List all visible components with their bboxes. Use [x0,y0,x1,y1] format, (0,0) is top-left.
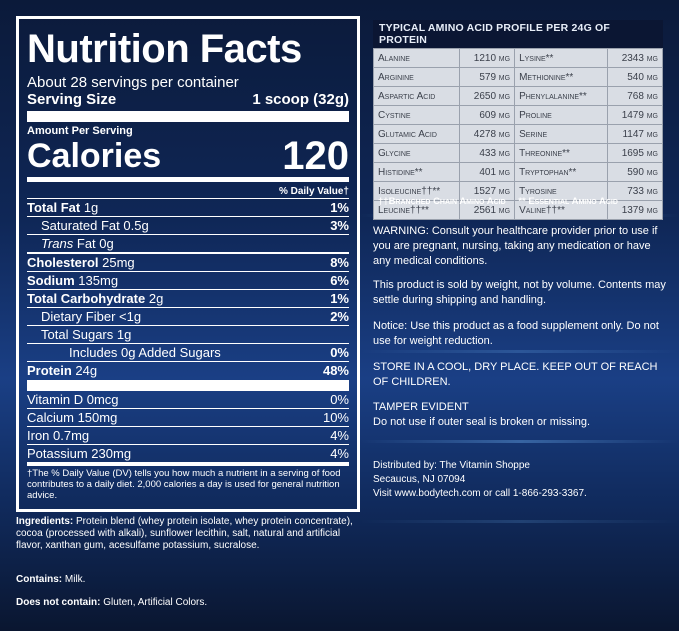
amino-value-cell: 768 mg [607,86,663,106]
amino-name-cell: Serine [514,124,609,144]
sold-by-weight-text: This product is sold by weight, not by v… [373,279,666,306]
amino-name-cell: Arginine [372,67,461,87]
nutrient-row-added-sugars: Includes 0g Added Sugars 0% [27,343,349,361]
nutrient-row-cholesterol: Cholesterol 25mg 8% [27,252,349,271]
amino-value-cell: 1479 mg [607,105,663,125]
serving-size-label: Serving Size [27,91,117,108]
nutrition-title: Nutrition Facts [27,27,302,71]
amino-row: Aspartic Acid 2650 mg Phenylalanine** 768 m… [372,86,663,106]
amino-value-cell: 2343 mg [607,48,663,68]
amino-value-cell: 609 mg [459,105,516,125]
calories-label: Calories [27,137,162,175]
ingredients-text: Protein blend (whey protein isolate, whe… [16,516,353,551]
nutrient-row-dietary-fiber: Dietary Fiber <1g 2% [27,307,349,325]
amino-value-cell: 4278 mg [459,124,516,144]
amino-row: Glutamic Acid 4278 mg Serine 1147 mg [372,124,663,144]
amino-value-cell: 2650 mg [459,86,516,106]
nutrient-row-trans-fat: Trans Fat 0g [27,234,349,252]
ingredients-label: Ingredients: [16,516,74,527]
amino-name-cell: Aspartic Acid [372,86,461,106]
vitamin-row-d: Vitamin D 0mcg 0% [27,392,349,407]
amino-row: Alanine 1210 mg Lysine** 2343 mg [372,48,663,68]
daily-value-header: % Daily Value† [278,186,349,197]
amino-footnote-bcaa: ††Branched Chain Amino Acid [378,196,506,207]
calories-value: 120 [282,134,349,178]
tamper-title: TAMPER EVIDENT [373,401,469,413]
amino-name-cell: Proline [514,105,609,125]
amino-acid-profile: Typical Amino Acid Profile per 24g of Pr… [372,20,663,220]
nutrient-row-protein: Protein 24g 48% [27,361,349,378]
nutrient-row-sodium: Sodium 135mg 6% [27,271,349,288]
divider-thick [27,111,349,122]
amino-row: Glycine 433 mg Threonine** 1695 mg [372,143,663,163]
amino-name-cell: Glycine [372,143,461,163]
amino-name-cell: Leucine††** [372,200,461,220]
nutrient-row-total-carbohydrate: Total Carbohydrate 2g 1% [27,289,349,306]
distributor-line-1: Distributed by: The Vitamin Shoppe [373,460,530,471]
amino-row: Cystine 609 mg Proline 1479 mg [372,105,663,125]
amino-value-cell: 433 mg [459,143,516,163]
amino-name-cell: Tryptophan** [514,162,609,182]
amino-value-cell: 1379 mg [607,200,663,220]
amino-name-cell: Valine††** [514,200,609,220]
amino-value-cell: 1147 mg [607,124,663,144]
serving-size-row: Serving Size 1 scoop (32g) [27,91,349,109]
nutrient-row-total-fat: Total Fat 1g 1% [27,198,349,215]
daily-value-footnote: †The % Daily Value (DV) tells you how mu… [27,462,349,501]
vitamin-row-iron: Iron 0.7mg 4% [27,426,349,443]
amino-row: Leucine††** 2561 mg Valine††** 1379 mg [372,200,663,220]
amino-value-cell: 590 mg [607,162,663,182]
amino-name-cell: Phenylalanine** [514,86,609,106]
does-not-contain: Does not contain: Gluten, Artificial Col… [16,597,208,608]
warning-text: WARNING: Consult your healthcare provide… [373,225,658,267]
amino-value-cell: 401 mg [459,162,516,182]
amino-name-cell: Lysine** [514,48,609,68]
amino-value-cell: 540 mg [607,67,663,87]
servings-per-container: About 28 servings per container [27,74,239,91]
amount-per-serving: Amount Per Serving [27,125,133,137]
amino-row: Histidine** 401 mg Tryptophan** 590 mg [372,162,663,182]
amino-value-cell: 579 mg [459,67,516,87]
vitamin-row-potassium: Potassium 230mg 4% [27,444,349,461]
contains: Contains: Milk. [16,574,86,585]
distributor-line-2: Secaucus, NJ 07094 [373,474,466,485]
amino-name-cell: Alanine [372,48,461,68]
nutrient-row-saturated-fat: Saturated Fat 0.5g 3% [27,216,349,234]
nutrient-row-total-sugars: Total Sugars 1g [27,325,349,343]
divider-medium [27,177,349,182]
amino-table: Alanine 1210 mg Lysine** 2343 mg Arginine 579… [372,48,663,220]
amino-row: Arginine 579 mg Methionine** 540 mg [372,67,663,87]
amino-title: Typical Amino Acid Profile per 24g of Pr… [373,20,663,48]
amino-value-cell: 1695 mg [607,143,663,163]
amino-name-cell: Methionine** [514,67,609,87]
amino-footnotes: ††Branched Chain Amino Acid ** Essential… [378,196,618,207]
calories-row: Calories 120 [27,134,349,178]
amino-name-cell: Threonine** [514,143,609,163]
amino-value-cell: 1210 mg [459,48,516,68]
vitamin-row-calcium: Calcium 150mg 10% [27,408,349,425]
amino-footnote-essential: ** Essential Amino Acid [518,196,618,207]
serving-size-value: 1 scoop (32g) [252,91,349,108]
supplement-notice-text: Notice: Use this product as a food suppl… [373,320,659,347]
amino-name-cell: Cystine [372,105,461,125]
amino-name-cell: Glutamic Acid [372,124,461,144]
divider-thick-vitamins [27,380,349,391]
nutrition-facts-panel: Nutrition Facts About 28 servings per co… [16,16,360,512]
ingredients: Ingredients: Protein blend (whey protein… [16,516,366,552]
amino-name-cell: Histidine** [372,162,461,182]
storage-text: STORE IN A COOL, DRY PLACE. KEEP OUT OF … [373,361,658,388]
distributor-line-3: Visit www.bodytech.com or call 1-866-293… [373,488,587,499]
tamper-text: Do not use if outer seal is broken or mi… [373,416,591,428]
